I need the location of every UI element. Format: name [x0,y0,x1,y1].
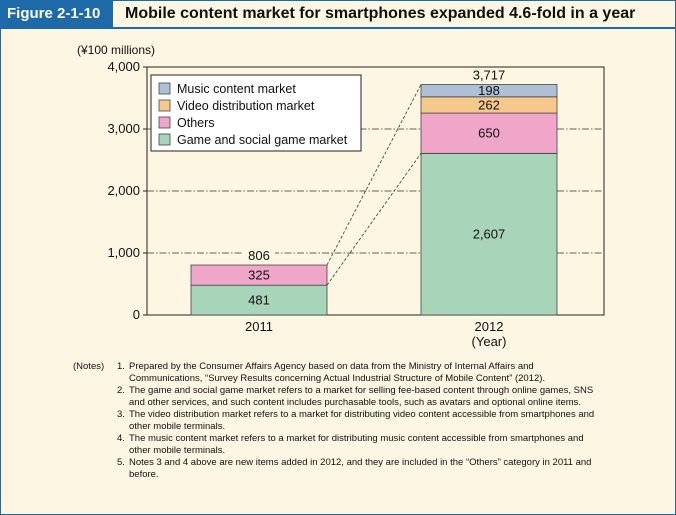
y-unit-label: (¥100 millions) [77,43,155,57]
x-unit-label: (Year) [472,334,507,349]
data-label: 262 [478,97,500,112]
note-number: 3. [117,409,125,420]
legend-label: Game and social game market [177,133,348,147]
note-prefix [73,457,117,481]
bar-segment [190,264,328,286]
y-tick-label: 1,000 [107,245,140,260]
total-label: 806 [248,248,270,263]
data-label: 325 [248,268,270,283]
note-text: The game and social game market refers t… [129,385,594,408]
note-number: 5. [117,457,125,468]
data-label: 198 [478,83,500,98]
legend-label: Music content market [177,82,296,96]
bar-segment [420,112,558,154]
y-tick-label: 4,000 [107,59,140,74]
note-text: Notes 3 and 4 above are new items added … [129,457,592,480]
note-number: 2. [117,385,125,396]
legend-box [150,74,362,152]
note-prefix: (Notes) [73,361,105,372]
note-text: The music content market refers to a mar… [129,433,584,456]
y-tick-label: 2,000 [107,183,140,198]
legend-label: Video distribution market [177,99,315,113]
note-item: (Notes) 1. Prepared by the Consumer Affair… [73,361,603,385]
legend-swatch [158,99,171,112]
bar-segment [420,84,558,98]
note-item: 5. Notes 3 and 4 above are new items adde… [73,457,603,481]
note-prefix [73,385,117,409]
data-label: 650 [478,126,500,141]
total-label: 3,717 [473,68,506,83]
note-prefix [73,409,117,433]
data-label: 481 [248,293,270,308]
x-tick-label: 2012 [475,319,504,334]
notes-section: (Notes) 1. Prepared by the Consumer Affair… [73,361,603,481]
note-item: 4. The music content market refers to a m… [73,433,603,457]
figure-header: Figure 2-1-10 Mobile content market for … [1,1,675,29]
stacked-bar-chart: 0 1,000 2,000 3,000 4,000 (¥100 millions) 481 3… [77,43,605,349]
note-text: Prepared by the Consumer Affairs Agency … [129,361,546,384]
note-item: 3. The video distribution market refers t… [73,409,603,433]
legend-swatch [158,133,171,146]
legend-swatch [158,116,171,129]
legend-swatch [158,82,171,95]
bar-segment [420,152,558,316]
figure-title: Mobile content market for smartphones ex… [125,5,636,22]
y-tick-label: 3,000 [107,121,140,136]
figure-label: Figure 2-1-10 [1,1,113,27]
note-number: 1. [117,361,125,372]
bar-segment [190,284,328,316]
note-prefix [73,433,117,457]
legend-label: Others [177,116,215,130]
connector-line [326,84,422,266]
data-label: 2,607 [473,227,506,242]
note-item: 2. The game and social game market refers… [73,385,603,409]
note-number: 4. [117,433,125,444]
total-label-bg [243,248,275,264]
connector-line [326,153,422,286]
y-tick-label: 0 [133,307,140,322]
x-tick-label: 2011 [245,319,273,334]
note-text: The video distribution market refers to … [129,409,595,432]
